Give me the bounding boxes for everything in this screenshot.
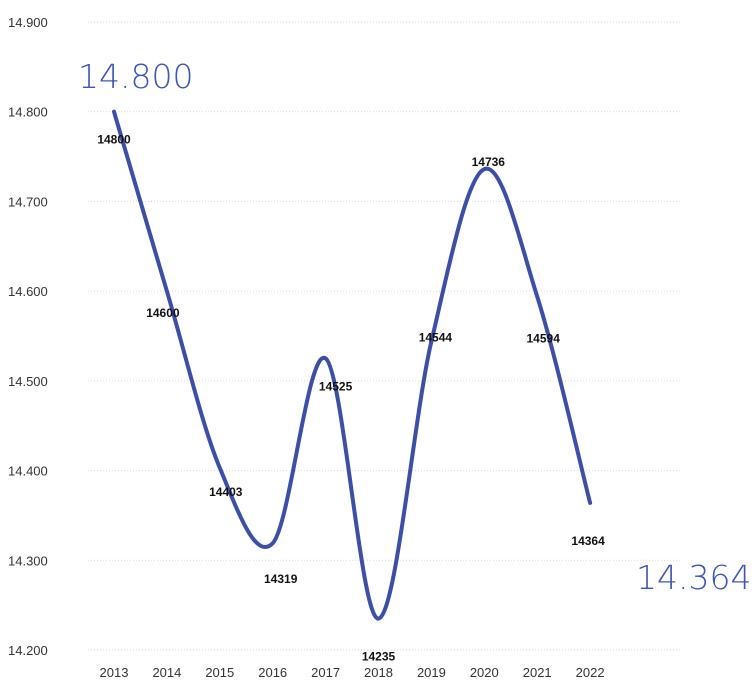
x-tick-label: 2021 — [523, 665, 552, 680]
data-label: 14594 — [527, 332, 561, 346]
data-label: 14319 — [264, 572, 298, 586]
data-label: 14235 — [362, 650, 396, 664]
x-tick-label: 2020 — [470, 665, 499, 680]
y-tick-label: 14.500 — [8, 374, 48, 389]
x-axis-ticks: 2013 2014 2015 2016 2017 2018 2019 2020 2021 2022 — [100, 665, 605, 680]
data-label: 14544 — [419, 330, 453, 344]
x-tick-label: 2013 — [100, 665, 129, 680]
y-tick-label: 14.700 — [8, 194, 48, 209]
x-tick-label: 2022 — [576, 665, 605, 680]
x-tick-label: 2017 — [311, 665, 340, 680]
data-label: 14364 — [571, 534, 605, 548]
data-label: 14800 — [97, 133, 131, 147]
series-line — [112, 109, 593, 621]
y-tick-label: 14.200 — [8, 643, 48, 658]
y-axis-ticks: 14.200 14.300 14.400 14.500 14.600 14.700 14.8… — [8, 15, 48, 658]
y-tick-label: 14.300 — [8, 553, 48, 568]
data-label: 14403 — [209, 485, 243, 499]
x-tick-label: 2016 — [258, 665, 287, 680]
data-label: 14736 — [472, 155, 506, 169]
y-tick-label: 14.400 — [8, 464, 48, 479]
x-tick-label: 2014 — [152, 665, 181, 680]
value-callout: 14.364 — [636, 558, 751, 597]
data-label: 14525 — [319, 379, 353, 393]
y-tick-label: 14.600 — [8, 284, 48, 299]
data-label: 14600 — [146, 306, 180, 320]
value-callout: 14.800 — [78, 57, 193, 96]
x-tick-label: 2018 — [364, 665, 393, 680]
x-tick-label: 2015 — [205, 665, 234, 680]
grid-lines — [88, 21, 680, 651]
value-callouts: 14.800 14.364 — [78, 57, 751, 597]
x-tick-label: 2019 — [417, 665, 446, 680]
y-tick-label: 14.900 — [8, 15, 48, 30]
y-tick-label: 14.800 — [8, 105, 48, 120]
data-labels: 14800 14600 14403 14319 14525 14235 14544 14736… — [97, 133, 605, 664]
